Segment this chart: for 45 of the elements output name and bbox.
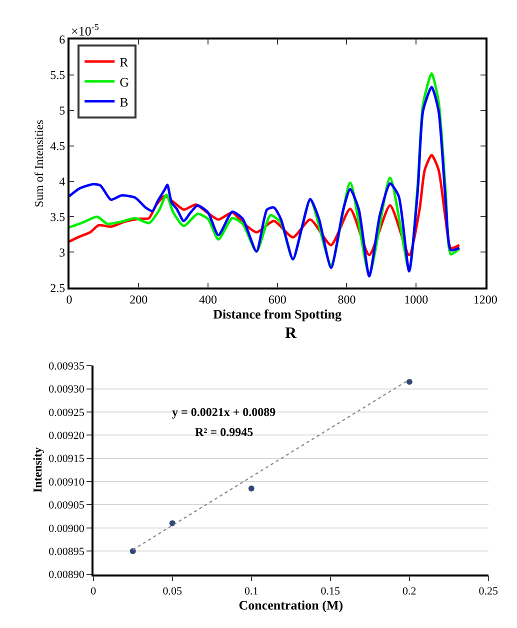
- annotation: y = 0.0021x + 0.0089: [172, 405, 276, 419]
- x-tick-label: 400: [198, 292, 217, 307]
- x-tick-label: 0.05: [162, 585, 182, 598]
- y-tick-label: 4.5: [50, 139, 66, 154]
- y-tick-label: 0.00920: [48, 430, 85, 442]
- text: ×10$^{-5}$: [71, 22, 100, 38]
- y-tick-label: 0.00910: [48, 476, 85, 488]
- x-tick-label: 600: [268, 292, 286, 307]
- x-tick-label: 0.15: [320, 585, 341, 598]
- chart-title: R: [285, 325, 297, 342]
- legend-label: B: [120, 94, 129, 110]
- y-tick-label: 5.5: [50, 68, 66, 82]
- y-tick-label: 0.00905: [48, 500, 85, 512]
- y-tick-label: 0.00930: [48, 384, 85, 396]
- y-tick-label: 0.00895: [48, 546, 85, 558]
- x-tick-label: 200: [130, 292, 148, 307]
- y-tick-label: 0.00925: [48, 406, 85, 419]
- point: [130, 548, 136, 554]
- y-tick-label: 0.00935: [48, 360, 85, 372]
- x-tick-label: 0: [66, 292, 72, 307]
- x-tick-label: 0.2: [402, 585, 416, 598]
- y-tick-label: 3.5: [50, 210, 66, 224]
- y-tick-label: 2.5: [50, 280, 66, 295]
- y-tick-label: 0.00890: [48, 569, 85, 582]
- annotation: R² = 0.9945: [195, 425, 254, 439]
- x-tick-label: 800: [338, 292, 356, 307]
- point: [406, 378, 412, 385]
- y-tick-label: 6: [59, 32, 66, 47]
- x-tick-label: 0.1: [244, 585, 258, 598]
- x-tick-label: 0.25: [478, 585, 499, 598]
- y-tick-label: 5: [59, 104, 66, 118]
- y-axis-title: Intensity: [30, 447, 44, 493]
- y-tick-label: 4: [59, 174, 66, 188]
- y-tick-label: 3: [59, 245, 66, 260]
- legend-label: R: [120, 54, 129, 70]
- x-axis-title: Distance from Spotting: [213, 306, 342, 322]
- y-tick-label: 0.00915: [48, 453, 85, 466]
- x-tick-label: 1200: [473, 292, 498, 307]
- x-tick-label: 1000: [404, 292, 428, 307]
- y-axis-title: Sum of Intensities: [32, 120, 46, 208]
- x-axis-title: Concentration (M): [238, 597, 344, 612]
- legend-label: G: [120, 74, 129, 90]
- y-tick-label: 0.00900: [48, 522, 85, 535]
- point: [248, 486, 254, 492]
- x-tick-label: 0: [90, 585, 97, 598]
